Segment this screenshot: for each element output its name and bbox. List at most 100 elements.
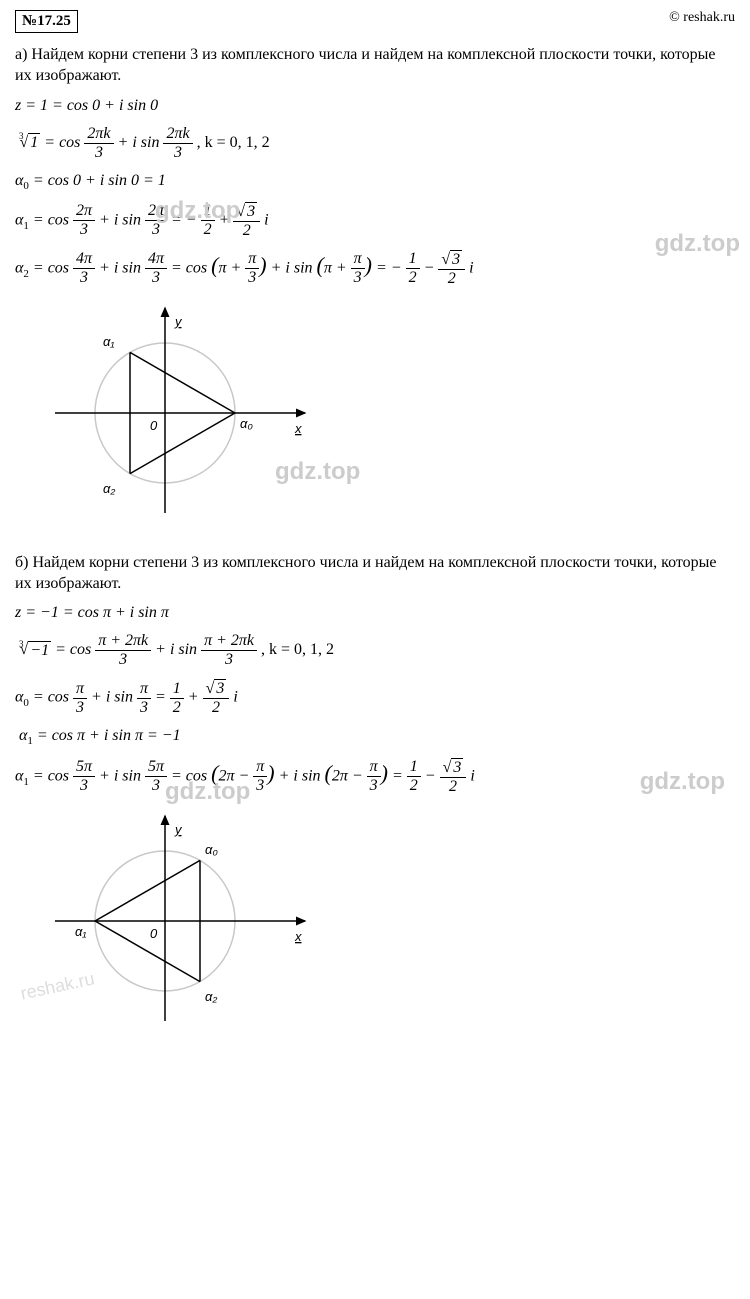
two-pi-text: 2π <box>332 767 348 784</box>
frac-num: 2πk <box>84 125 113 144</box>
point-label: α₁ <box>103 334 115 349</box>
frac-den: 3 <box>163 144 192 162</box>
frac-den: 2 <box>406 269 420 287</box>
y-axis-label: y <box>174 314 183 329</box>
frac-num: 1 <box>201 202 215 221</box>
part-a-eq2: 3√1 = cos 2πk3 + i sin 2πk3 , k = 0, 1, … <box>15 125 735 162</box>
frac-den: 3 <box>367 777 381 795</box>
k-values: , k = 0, 1, 2 <box>261 642 334 659</box>
problem-number-box: №17.25 <box>15 10 78 33</box>
sqrt-val: 3 <box>450 250 462 269</box>
part-b-diagram: y x 0 α₀ α₁ α₂ reshak.ru <box>45 806 735 1041</box>
frac-den: 3 <box>84 144 113 162</box>
watermark-gdz: gdz.top <box>155 197 240 225</box>
triangle-edge <box>130 352 235 413</box>
part-a-alpha1: α1 = cos 2π3 + i sin 2π3 = − 12 + √32 i … <box>15 202 735 240</box>
radicand: 1 <box>28 133 40 152</box>
triangle-edge <box>95 921 200 982</box>
frac-num: 1 <box>406 250 420 269</box>
origin-label: 0 <box>150 418 158 433</box>
frac-num: 5π <box>73 758 95 777</box>
triangle-edge <box>130 413 235 474</box>
frac-den: 2 <box>438 270 465 288</box>
frac-den: 3 <box>351 269 365 287</box>
frac-num: 4π <box>145 250 167 269</box>
pi-text: π <box>324 259 332 276</box>
frac-num: √3 <box>440 758 467 778</box>
part-a-alpha2: α2 = cos 4π3 + i sin 4π3 = cos (π + π3) … <box>15 250 735 288</box>
copyright-text: © reshak.ru <box>669 10 735 26</box>
frac-num: π <box>351 250 365 269</box>
part-a-eq1: z = 1 = cos 0 + i sin 0 <box>15 97 735 115</box>
frac-num: 4π <box>73 250 95 269</box>
frac-den: 3 <box>73 777 95 795</box>
alpha0-rhs: = cos 0 + i sin 0 = 1 <box>33 172 166 189</box>
frac-num: 1 <box>407 758 421 777</box>
frac-num: 2π <box>73 202 95 221</box>
part-b-eq2: 3√−1 = cos π + 2πk3 + i sin π + 2πk3 , k… <box>15 632 735 669</box>
part-b-intro: б) Найдем корни степени 3 из комплексног… <box>15 553 735 595</box>
origin-label: 0 <box>150 926 158 941</box>
alpha-sub: 1 <box>27 736 33 748</box>
frac-num: 1 <box>170 680 184 699</box>
frac-num: √3 <box>233 202 260 222</box>
frac-num: π <box>253 758 267 777</box>
alpha-sub: 1 <box>23 775 29 787</box>
part-b-alpha1: α1 = cos π + i sin π = −1 <box>15 727 735 747</box>
frac-den: 3 <box>201 651 257 669</box>
point-label: α₂ <box>103 481 115 496</box>
alpha-sub: 1 <box>23 220 29 232</box>
x-axis-label: x <box>294 421 302 436</box>
sqrt-val: 3 <box>451 758 463 777</box>
frac-num: π <box>367 758 381 777</box>
part-b-eq1: z = −1 = cos π + i sin π <box>15 604 735 622</box>
root-index: 3 <box>19 131 24 141</box>
root-index: 3 <box>19 639 24 649</box>
frac-num: π <box>245 250 259 269</box>
alpha-sub: 0 <box>23 180 29 192</box>
sqrt-val: 3 <box>214 679 226 698</box>
frac-num: π <box>73 680 87 699</box>
point-label: α₁ <box>75 924 87 939</box>
frac-den: 3 <box>145 221 167 239</box>
frac-den: 2 <box>407 777 421 795</box>
page-header: №17.25 © reshak.ru <box>15 10 735 33</box>
frac-num: π <box>137 680 151 699</box>
frac-num: 2πk <box>163 125 192 144</box>
frac-den: 3 <box>253 777 267 795</box>
two-pi-text: 2π <box>218 767 234 784</box>
frac-den: 2 <box>440 778 467 796</box>
frac-den: 2 <box>170 699 184 717</box>
y-axis-label: y <box>174 822 183 837</box>
frac-num: 5π <box>145 758 167 777</box>
part-a-diagram: y x 0 α₁ α₀ α₂ gdz.top <box>45 298 735 533</box>
alpha1-rhs: = cos π + i sin π = −1 <box>37 727 181 744</box>
frac-num: √3 <box>203 679 230 699</box>
watermark-gdz: gdz.top <box>640 768 725 796</box>
sqrt-val: 3 <box>245 202 257 221</box>
frac-den: 2 <box>233 222 260 240</box>
part-b-alpha2: α1 = cos 5π3 + i sin 5π3 = cos (2π − π3)… <box>15 758 735 796</box>
frac-den: 3 <box>95 651 151 669</box>
alpha-sub: 0 <box>23 697 29 709</box>
k-values: , k = 0, 1, 2 <box>197 134 270 151</box>
frac-num: √3 <box>438 250 465 270</box>
pi-text: π <box>218 259 226 276</box>
alpha-sub: 2 <box>23 268 29 280</box>
frac-den: 2 <box>201 221 215 239</box>
frac-den: 3 <box>145 777 167 795</box>
frac-den: 3 <box>145 269 167 287</box>
frac-den: 3 <box>245 269 259 287</box>
frac-den: 2 <box>203 699 230 717</box>
watermark-gdz: gdz.top <box>165 778 250 806</box>
frac-num: 2π <box>145 202 167 221</box>
frac-den: 3 <box>137 699 151 717</box>
frac-den: 3 <box>73 699 87 717</box>
triangle-edge <box>95 860 200 921</box>
frac-num: π + 2πk <box>95 632 151 651</box>
radicand: −1 <box>28 641 51 660</box>
x-axis-label: x <box>294 929 302 944</box>
part-a-alpha0: α0 = cos 0 + i sin 0 = 1 <box>15 172 735 192</box>
frac-num: π + 2πk <box>201 632 257 651</box>
frac-den: 3 <box>73 221 95 239</box>
